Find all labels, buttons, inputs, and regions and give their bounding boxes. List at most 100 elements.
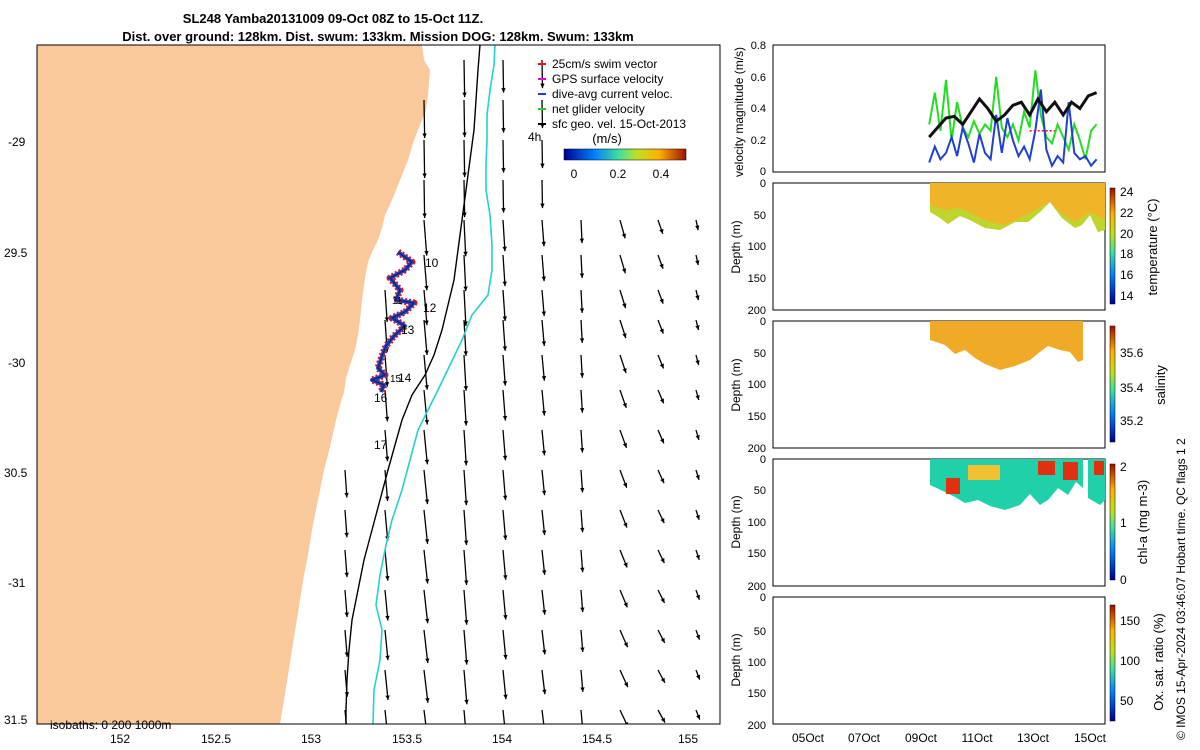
geo-vector-head [660,518,665,524]
day-label-17: 17 [374,438,388,452]
geo-vector-head [463,351,468,356]
ox-ytick-150: 150 [748,688,766,700]
geo-vector-head [623,562,628,568]
geo-vector-head [540,203,545,209]
geo-vector-head [503,614,508,620]
velocity-y-ticks: 0.8 0.6 0.4 0.2 0 [751,40,766,178]
geo-vector [423,429,428,465]
sal-ylabel: Depth (m) [729,358,743,411]
geo-vector [502,99,505,133]
chla-y-ticks: 0 50 100 150 200 [748,454,766,593]
vel-tick-0.2: 0.2 [751,135,766,147]
map-x-tick-153: 153 [301,732,321,746]
sal-ytick-50: 50 [754,348,766,360]
geo-vector-head [503,694,508,700]
geo-vector [384,509,389,541]
geo-vector [463,669,468,705]
geo-vector [423,549,429,584]
day-label-16: 16 [374,391,388,405]
geo-vector-head [463,286,468,292]
sal-ytick-100: 100 [748,379,766,391]
ox-cbar-100: 100 [1120,654,1140,668]
time-tick-15Oct: 15Oct [1074,731,1107,745]
geo-vector-head [580,607,585,613]
chla-colorbar-label: chl-a (mg m-3) [1135,480,1150,565]
sal-colorbar-ticks: 35.6 35.4 35.2 [1120,346,1144,428]
geo-vector-head [695,225,700,231]
geo-vector [502,549,507,580]
geo-vector-head [424,385,429,390]
map-x-tick-152.5: 152.5 [201,732,231,746]
temp-ytick-150: 150 [748,273,766,285]
chla-colorbar [1109,463,1116,581]
geo-vector-head [579,273,585,279]
geo-vector-head [425,738,429,743]
geo-vector-head [502,455,508,461]
geo-vector [580,709,583,724]
map-y-tick-31: -31 [8,576,26,590]
geo-vector [463,319,467,356]
geo-vector-head [695,325,700,331]
geo-vector [384,709,388,724]
geo-vector-head [579,238,585,244]
legend-extra-label: 4h [528,130,541,144]
geo-vector-head [424,320,429,326]
geo-vector-head [621,233,627,239]
geo-vector [423,319,428,356]
time-tick-13Oct: 13Oct [1017,731,1050,745]
geo-vector-head [502,381,508,386]
geo-vector-head [579,338,585,343]
chla-patch [1063,462,1078,480]
geo-vector-head [463,386,469,391]
geo-vector-head [464,699,469,705]
geo-vector [502,139,505,173]
velocity-series-line [928,70,1098,160]
geo-vector-head [424,499,430,505]
geo-vector-head [622,303,627,309]
geo-vector-head [385,655,390,661]
geo-vector-head [385,695,390,701]
map-x-tick-154.5: 154.5 [582,732,612,746]
geo-vector [344,469,348,498]
geo-vector [384,354,388,387]
geo-vector-head [660,597,665,603]
time-axis-ticks: 05Oct 07Oct 09Oct 11Oct 13Oct 15Oct [792,731,1107,745]
geo-vector-head [695,554,700,560]
geo-vector-head [344,532,349,538]
geo-vector [344,589,348,618]
legend-label: net glider velocity [552,102,645,116]
geo-vector [423,469,429,505]
geo-vector-head [502,415,508,421]
geo-vector-head [580,527,585,533]
geo-vector-head [695,360,700,366]
speed-colorbar-title: (m/s) [592,131,622,146]
geo-vector-head [660,677,665,683]
oxygen-panel: Depth (m) 0 50 100 150 200 150 100 50 Ox… [729,592,1166,732]
geo-vector-head [463,460,469,466]
temp-ytick-200: 200 [748,305,766,317]
geo-vector-head [502,316,507,321]
isobath-200m [345,45,481,724]
geo-vector-head [501,128,506,133]
land-mass [37,45,430,724]
geo-vector-head [580,487,585,493]
geo-vector-head [541,241,546,247]
geo-vector-head [541,490,547,496]
geo-vector-head [541,450,547,456]
speed-colorbar-tick-2: 0.4 [653,167,670,181]
geo-vector-head [463,251,468,257]
geo-vector-head [462,172,467,178]
chla-colorbar-ticks: 2 1 0 [1120,460,1127,587]
map-x-tick-155: 155 [678,732,698,746]
map-x-tick-154: 154 [492,732,512,746]
vel-tick-0.8: 0.8 [751,40,766,52]
ox-cbar-50: 50 [1120,694,1134,708]
chla-ytick-50: 50 [754,485,766,497]
geo-vector [423,509,429,544]
geo-vector [463,254,467,292]
ox-colorbar [1109,604,1116,722]
geo-vector [502,509,507,541]
temp-colorbar-ticks: 24 22 20 18 16 14 [1120,185,1134,303]
